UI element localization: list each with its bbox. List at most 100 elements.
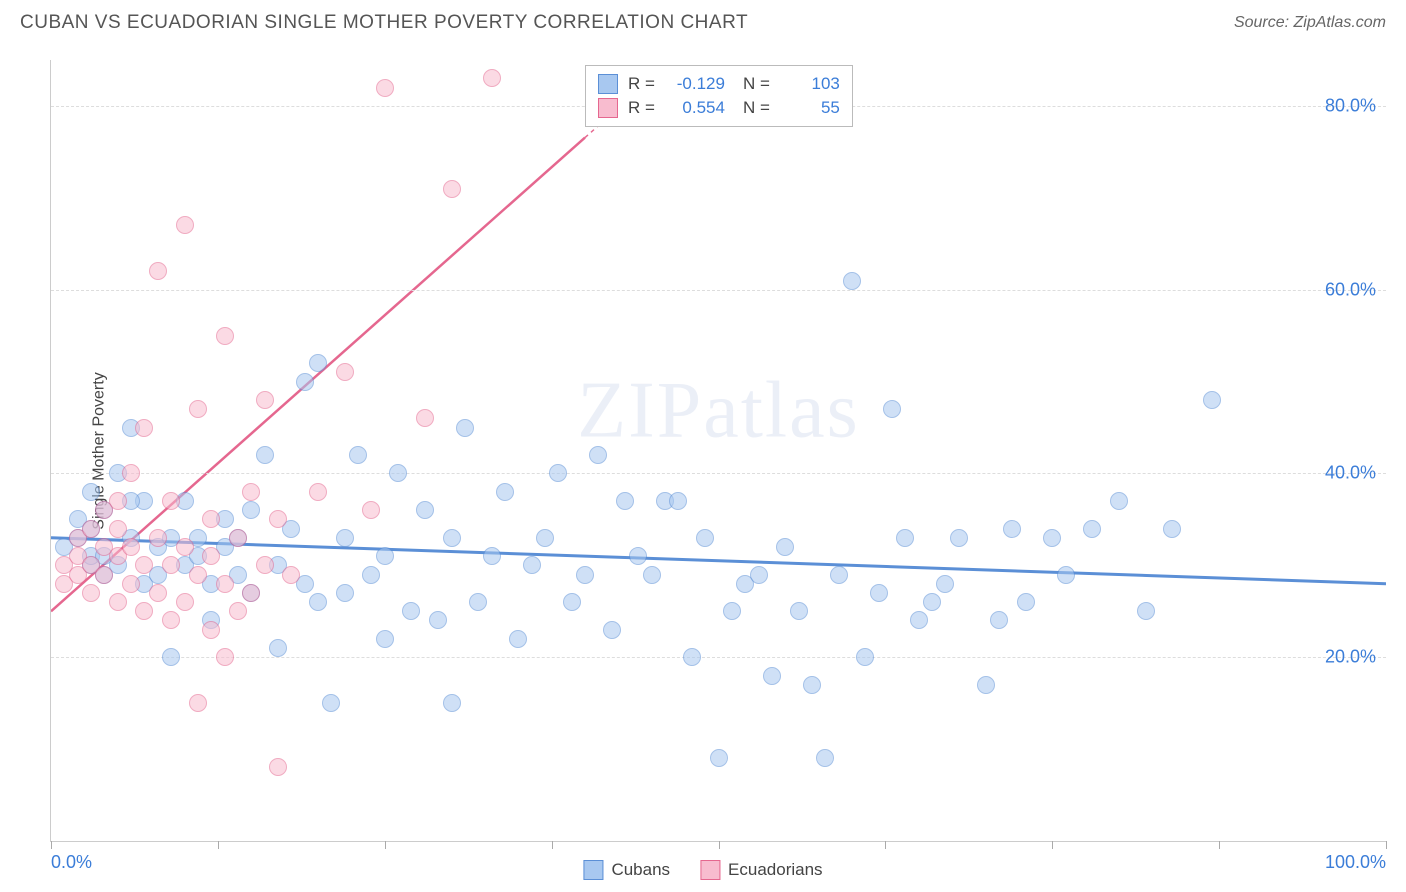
r-value: 0.554 (665, 98, 725, 118)
data-point (616, 492, 634, 510)
trendline-solid (51, 538, 1386, 584)
data-point (216, 575, 234, 593)
source-label: Source: ZipAtlas.com (1234, 14, 1386, 32)
data-point (936, 575, 954, 593)
data-point (122, 464, 140, 482)
gridline (51, 473, 1386, 474)
chart-area: Single Mother Poverty ZIPatlas 20.0%40.0… (50, 60, 1386, 842)
data-point (189, 694, 207, 712)
data-point (256, 556, 274, 574)
data-point (162, 556, 180, 574)
y-tick-label: 60.0% (1325, 279, 1376, 300)
data-point (122, 575, 140, 593)
x-tick-label: 100.0% (1325, 852, 1386, 873)
data-point (469, 593, 487, 611)
data-point (376, 630, 394, 648)
data-point (296, 373, 314, 391)
data-point (443, 529, 461, 547)
data-point (990, 611, 1008, 629)
data-point (723, 602, 741, 620)
data-point (242, 483, 260, 501)
n-label: N = (743, 74, 770, 94)
data-point (843, 272, 861, 290)
data-point (309, 354, 327, 372)
data-point (376, 79, 394, 97)
stats-row: R =0.554N =55 (598, 96, 840, 120)
data-point (643, 566, 661, 584)
data-point (189, 400, 207, 418)
legend-item: Cubans (583, 860, 670, 880)
y-tick-label: 20.0% (1325, 647, 1376, 668)
data-point (429, 611, 447, 629)
data-point (456, 419, 474, 437)
data-point (683, 648, 701, 666)
data-point (1110, 492, 1128, 510)
data-point (589, 446, 607, 464)
data-point (109, 593, 127, 611)
bottom-legend: Cubans Ecuadorians (583, 860, 822, 880)
data-point (830, 566, 848, 584)
data-point (349, 446, 367, 464)
data-point (269, 510, 287, 528)
legend-swatch (700, 860, 720, 880)
data-point (95, 566, 113, 584)
data-point (309, 593, 327, 611)
data-point (496, 483, 514, 501)
legend-item: Ecuadorians (700, 860, 823, 880)
data-point (336, 363, 354, 381)
data-point (1057, 566, 1075, 584)
data-point (416, 501, 434, 519)
data-point (309, 483, 327, 501)
r-label: R = (628, 74, 655, 94)
data-point (149, 262, 167, 280)
data-point (322, 694, 340, 712)
data-point (336, 529, 354, 547)
x-tick (1386, 841, 1387, 849)
plot-area: 20.0%40.0%60.0%80.0%0.0%100.0% (51, 60, 1386, 841)
data-point (162, 648, 180, 666)
n-value: 103 (780, 74, 840, 94)
data-point (950, 529, 968, 547)
data-point (669, 492, 687, 510)
x-tick (218, 841, 219, 849)
gridline (51, 657, 1386, 658)
y-tick-label: 80.0% (1325, 95, 1376, 116)
data-point (977, 676, 995, 694)
data-point (256, 391, 274, 409)
x-tick (385, 841, 386, 849)
data-point (242, 584, 260, 602)
data-point (176, 538, 194, 556)
data-point (483, 547, 501, 565)
data-point (376, 547, 394, 565)
legend-swatch (598, 98, 618, 118)
data-point (82, 584, 100, 602)
n-value: 55 (780, 98, 840, 118)
data-point (402, 602, 420, 620)
data-point (229, 602, 247, 620)
chart-title: CUBAN VS ECUADORIAN SINGLE MOTHER POVERT… (20, 12, 748, 34)
data-point (816, 749, 834, 767)
data-point (870, 584, 888, 602)
data-point (483, 69, 501, 87)
stats-box: R =-0.129N =103R =0.554N =55 (585, 65, 853, 127)
data-point (82, 483, 100, 501)
x-tick (552, 841, 553, 849)
data-point (896, 529, 914, 547)
data-point (1017, 593, 1035, 611)
data-point (216, 648, 234, 666)
data-point (135, 419, 153, 437)
data-point (776, 538, 794, 556)
x-tick (1219, 841, 1220, 849)
data-point (763, 667, 781, 685)
n-label: N = (743, 98, 770, 118)
data-point (1083, 520, 1101, 538)
data-point (202, 621, 220, 639)
data-point (416, 409, 434, 427)
data-point (162, 611, 180, 629)
data-point (362, 566, 380, 584)
data-point (1203, 391, 1221, 409)
legend-swatch (598, 74, 618, 94)
data-point (122, 538, 140, 556)
data-point (710, 749, 728, 767)
data-point (269, 639, 287, 657)
